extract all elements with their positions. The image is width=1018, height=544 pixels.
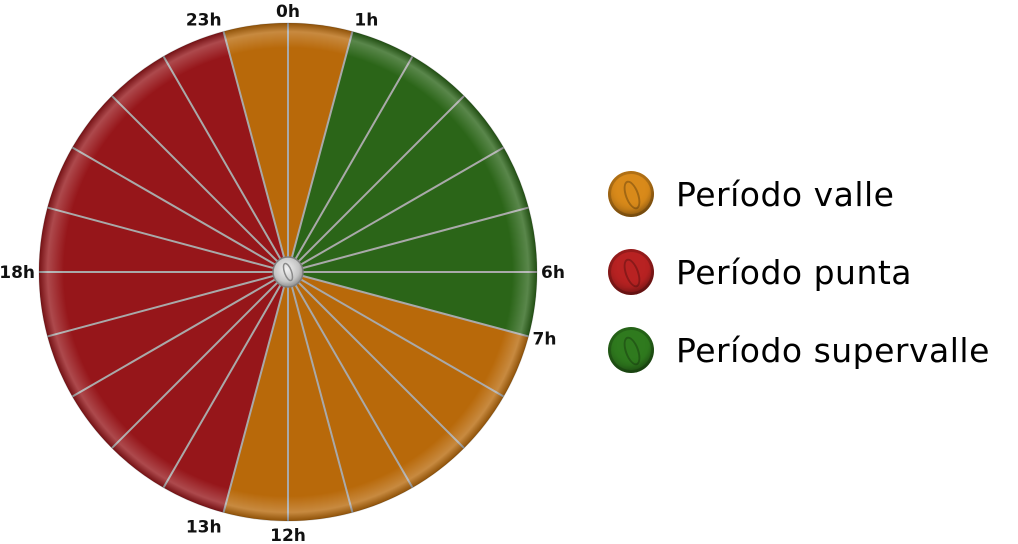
tick-label-1h: 1h [354, 11, 378, 31]
legend: Período valle Período punta Período supe… [608, 168, 1018, 402]
tick-label-7h: 7h [533, 329, 557, 349]
hour-tick-labels: 0h 1h 6h 7h 12h 13h 18h 23h [0, 2, 565, 544]
tick-label-13h: 13h [186, 518, 222, 538]
legend-label-punta: Período punta [676, 252, 913, 292]
legend-item-valle: Período valle [608, 168, 1018, 220]
legend-label-supervalle: Período supervalle [676, 330, 990, 370]
tick-label-18h: 18h [0, 263, 35, 283]
legend-swatch-punta-icon [608, 249, 654, 295]
legend-swatch-valle-icon [608, 171, 654, 217]
center-hub [272, 256, 304, 288]
tick-label-6h: 6h [541, 263, 565, 283]
tick-label-23h: 23h [186, 11, 222, 31]
legend-item-supervalle: Período supervalle [608, 324, 1018, 376]
legend-label-valle: Período valle [676, 174, 895, 214]
tick-label-12h: 12h [270, 526, 306, 544]
legend-swatch-supervalle-icon [608, 327, 654, 373]
center-hub-icon [272, 256, 304, 288]
tick-label-0h: 0h [276, 2, 300, 22]
center-hub-mark [282, 262, 294, 282]
legend-item-punta: Período punta [608, 246, 1018, 298]
